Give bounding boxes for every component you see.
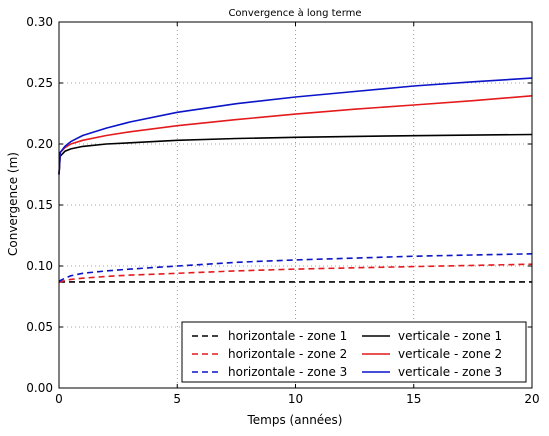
chart-title: Convergence à long terme: [228, 7, 361, 19]
y-axis-label: Convergence (m): [6, 152, 20, 256]
y-tick-label: 0.25: [26, 76, 53, 90]
y-tick-label: 0.20: [26, 137, 53, 151]
legend-box: [181, 321, 527, 383]
legend-label: horizontale - zone 2: [228, 347, 347, 361]
series-lines: [58, 77, 533, 283]
x-axis-label: Temps (années): [247, 413, 343, 427]
x-tick-label: 10: [288, 392, 303, 406]
legend-label: verticale - zone 1: [398, 329, 502, 343]
legend-label: horizontale - zone 3: [228, 365, 347, 379]
y-tick-label: 0.15: [26, 198, 53, 212]
legend-label: verticale - zone 3: [398, 365, 502, 379]
y-tick-label: 0.05: [26, 320, 53, 334]
x-tick-label: 0: [55, 392, 63, 406]
legend-label: verticale - zone 2: [398, 347, 502, 361]
series-line-verticale-zone-1: [58, 133, 533, 175]
y-tick-label: 0.00: [26, 381, 53, 395]
x-tick-label: 5: [173, 392, 181, 406]
series-line-verticale-zone-3: [58, 77, 533, 175]
legend: horizontale - zone 1 horizontale - zone 2…: [181, 321, 527, 383]
axis-ticks: 0 5 10 15 20 0.00 0.05 0.10 0.15 0.20 0.25 0.30: [26, 15, 539, 406]
y-tick-label: 0.10: [26, 259, 53, 273]
series-line-horizontale-zone-2: [59, 263, 533, 283]
x-tick-label: 20: [524, 392, 539, 406]
legend-label: horizontale - zone 1: [228, 329, 347, 343]
x-tick-label: 15: [406, 392, 421, 406]
series-line-verticale-zone-2: [58, 95, 533, 175]
y-tick-label: 0.30: [26, 15, 53, 29]
